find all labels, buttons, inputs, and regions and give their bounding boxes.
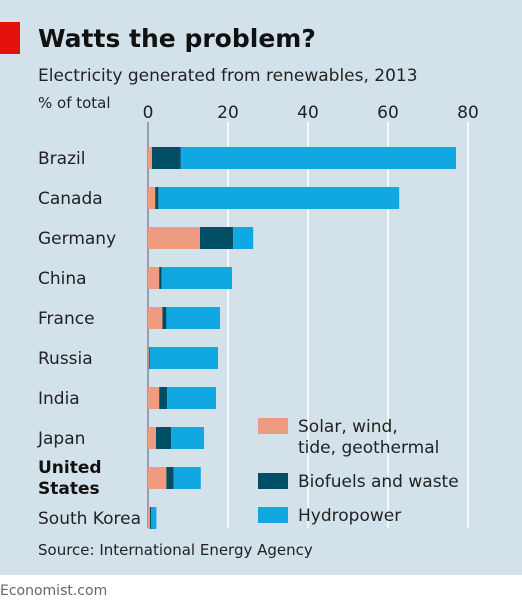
category-label: Germany xyxy=(38,229,116,249)
x-axis-ticks: 0 20 40 60 80 xyxy=(143,103,479,123)
category-label: India xyxy=(38,389,80,409)
chart-title: Watts the problem? xyxy=(38,24,316,53)
publisher-credit: Economist.com xyxy=(0,583,108,599)
bar-china-series-0 xyxy=(148,267,160,289)
bar-united-states-series-0 xyxy=(148,467,167,489)
bar-china-series-1 xyxy=(159,267,162,289)
legend: Solar, wind, tide, geothermal Biofuels and… xyxy=(258,417,459,526)
bar-france-series-0 xyxy=(148,307,163,329)
category-label: Canada xyxy=(38,189,103,209)
legend-label-1: Biofuels and waste xyxy=(298,472,459,492)
bar-germany-series-0 xyxy=(148,227,200,249)
chart-subtitle: Electricity generated from renewables, 2… xyxy=(38,66,418,86)
bar-germany-series-1 xyxy=(200,227,234,249)
bar-japan-series-0 xyxy=(148,427,156,449)
bar-south-korea-series-0 xyxy=(148,507,150,529)
category-label: Brazil xyxy=(38,149,85,169)
bar-china-series-2 xyxy=(161,267,232,289)
legend-label-2: Hydropower xyxy=(298,506,401,526)
bar-india-series-0 xyxy=(148,387,160,409)
bar-france-series-2 xyxy=(166,307,220,329)
bar-brazil-series-1 xyxy=(152,147,181,169)
category-label: Russia xyxy=(38,349,93,369)
category-label: United States xyxy=(38,458,102,499)
legend-swatch-1 xyxy=(258,473,288,489)
bar-canada-series-0 xyxy=(148,187,156,209)
bar-india-series-1 xyxy=(159,387,168,409)
legend-swatch-2 xyxy=(258,507,288,523)
bar-south-korea-series-1 xyxy=(150,507,152,529)
bar-russia-series-0 xyxy=(148,347,149,369)
tick-label-40: 40 xyxy=(297,103,319,123)
bar-france-series-1 xyxy=(162,307,167,329)
tick-label-60: 60 xyxy=(377,103,399,123)
brand-tab xyxy=(0,22,20,54)
category-label: China xyxy=(38,269,87,289)
bar-brazil-series-0 xyxy=(148,147,152,169)
bar-india-series-2 xyxy=(167,387,216,409)
source-note: Source: International Energy Agency xyxy=(38,541,313,559)
category-labels: Brazil Canada Germany China France Russia Indi… xyxy=(37,149,141,529)
legend-label-0: Solar, wind, tide, geothermal xyxy=(298,417,439,458)
legend-swatch-0 xyxy=(258,418,288,434)
bars xyxy=(148,147,457,529)
bar-united-states-series-1 xyxy=(166,467,174,489)
bar-russia-series-1 xyxy=(148,347,150,369)
category-label: South Korea xyxy=(38,509,141,529)
bar-south-korea-series-2 xyxy=(151,507,157,529)
bar-russia-series-2 xyxy=(149,347,218,369)
bar-canada-series-1 xyxy=(155,187,159,209)
bar-chart: 0 20 40 60 80 Brazil Canada Germany China France… xyxy=(37,103,479,529)
tick-label-0: 0 xyxy=(143,103,154,123)
bar-japan-series-1 xyxy=(156,427,172,449)
bar-united-states-series-2 xyxy=(173,467,201,489)
category-label: France xyxy=(38,309,95,329)
category-label: Japan xyxy=(37,429,85,449)
bar-germany-series-2 xyxy=(233,227,254,249)
bar-brazil-series-2 xyxy=(180,147,457,169)
tick-label-80: 80 xyxy=(457,103,479,123)
bar-canada-series-2 xyxy=(158,187,400,209)
tick-label-20: 20 xyxy=(217,103,239,123)
bar-japan-series-2 xyxy=(171,427,204,449)
unit-label: % of total xyxy=(38,94,111,112)
